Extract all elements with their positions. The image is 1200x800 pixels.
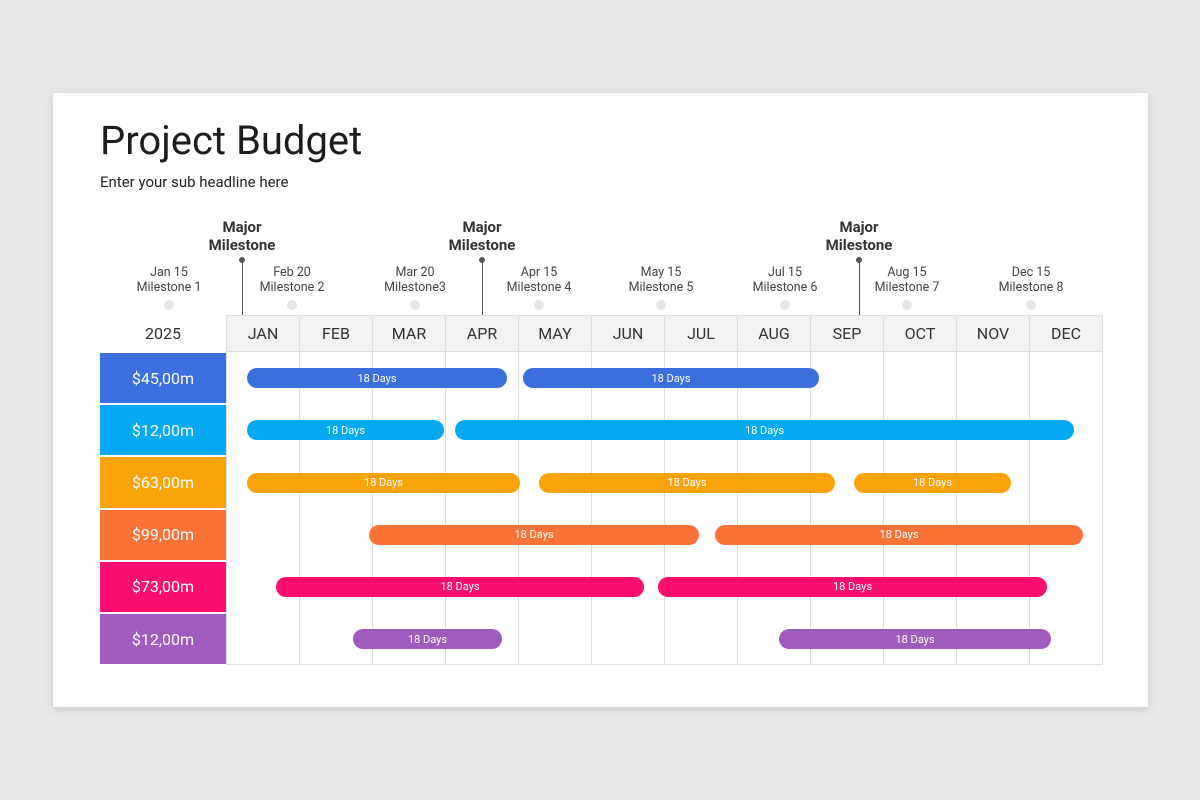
- month-header: DEC: [1029, 315, 1103, 352]
- milestone-label: Milestone 7: [874, 280, 940, 295]
- budget-label: $12,00m: [100, 405, 226, 456]
- grid-line: [956, 352, 957, 664]
- milestone-label: Milestone 5: [628, 280, 694, 295]
- milestone-label: Milestone 6: [752, 280, 818, 295]
- milestone: Dec 15 Milestone 8: [976, 265, 1086, 295]
- milestone: Aug 15 Milestone 7: [852, 265, 962, 295]
- milestone-date: Mar 20: [395, 265, 435, 280]
- grid-line: [445, 352, 446, 664]
- budget-label: $45,00m: [100, 353, 226, 404]
- milestone-label: Milestone 2: [259, 280, 325, 295]
- budget-label: $73,00m: [100, 561, 226, 612]
- task-bar: 18 Days: [369, 524, 699, 545]
- month-header: JUL: [664, 315, 738, 352]
- major-milestone: Major Milestone: [208, 218, 276, 254]
- task-bar: 18 Days: [715, 524, 1083, 545]
- month-header: MAY: [518, 315, 592, 352]
- major-milestone: Major Milestone: [448, 218, 516, 254]
- task-bar: 18 Days: [779, 629, 1051, 650]
- task-bar: 18 Days: [658, 576, 1047, 597]
- month-header: APR: [445, 315, 519, 352]
- month-header: AUG: [737, 315, 811, 352]
- grid-line: [372, 352, 373, 664]
- month-header: JUN: [591, 315, 665, 352]
- milestone-dot: [902, 300, 912, 310]
- month-header: SEP: [810, 315, 884, 352]
- month-header: NOV: [956, 315, 1030, 352]
- task-bar: 18 Days: [247, 420, 444, 441]
- milestone-date: May 15: [640, 265, 682, 280]
- year: 2025: [100, 315, 226, 352]
- grid-line: [1029, 352, 1030, 664]
- major-milestone: Major Milestone: [825, 218, 893, 254]
- month-header: FEB: [299, 315, 373, 352]
- milestone-dot: [164, 300, 174, 310]
- milestone-date: Dec 15: [1011, 265, 1051, 280]
- budget-label: $63,00m: [100, 457, 226, 508]
- grid-line: [664, 352, 665, 664]
- task-bar: 18 Days: [247, 472, 520, 493]
- month-header: JAN: [226, 315, 300, 352]
- milestone: May 15 Milestone 5: [606, 265, 716, 295]
- month-header: OCT: [883, 315, 957, 352]
- milestone-label: Milestone 8: [998, 280, 1064, 295]
- grid-line: [737, 352, 738, 664]
- milestone: Apr 15 Milestone 4: [484, 265, 594, 295]
- milestone-dot: [534, 300, 544, 310]
- task-bar: 18 Days: [523, 368, 819, 389]
- task-bar: 18 Days: [455, 420, 1074, 441]
- task-bar: 18 Days: [353, 629, 502, 650]
- major-line: [482, 260, 483, 315]
- grid-line: [226, 352, 227, 664]
- month-header: MAR: [372, 315, 446, 352]
- milestone-dot: [410, 300, 420, 310]
- milestone-date: Feb 20: [273, 265, 311, 280]
- budget-label: $99,00m: [100, 509, 226, 560]
- grid-line: [1102, 352, 1103, 664]
- milestone-date: Jan 15: [150, 265, 188, 280]
- milestone-dot: [780, 300, 790, 310]
- grid-line: [518, 352, 519, 664]
- grid-line: [226, 664, 1103, 665]
- milestone-label: Milestone3: [384, 280, 446, 295]
- grid-line: [299, 352, 300, 664]
- milestone-date: Apr 15: [520, 265, 558, 280]
- milestone: Jul 15 Milestone 6: [730, 265, 840, 295]
- major-line: [859, 260, 860, 315]
- milestone-dot: [287, 300, 297, 310]
- major-line: [242, 260, 243, 315]
- milestone: Feb 20 Milestone 2: [237, 265, 347, 295]
- milestone-dot: [1026, 300, 1036, 310]
- milestone-dot: [656, 300, 666, 310]
- milestone-label: Milestone 4: [506, 280, 572, 295]
- milestone-date: Jul 15: [768, 265, 802, 280]
- task-bar: 18 Days: [276, 576, 644, 597]
- budget-label: $12,00m: [100, 614, 226, 665]
- milestone: Jan 15 Milestone 1: [114, 265, 224, 295]
- slide: Project Budget Enter your sub headline h…: [53, 93, 1148, 707]
- milestone-label: Milestone 1: [136, 280, 202, 295]
- task-bar: 18 Days: [854, 472, 1011, 493]
- title: Project Budget: [100, 117, 363, 164]
- task-bar: 18 Days: [539, 472, 835, 493]
- milestone: Mar 20 Milestone3: [360, 265, 470, 295]
- grid-line: [591, 352, 592, 664]
- subtitle: Enter your sub headline here: [100, 173, 289, 191]
- grid-line: [810, 352, 811, 664]
- grid-line: [883, 352, 884, 664]
- milestone-date: Aug 15: [887, 265, 927, 280]
- task-bar: 18 Days: [247, 368, 507, 389]
